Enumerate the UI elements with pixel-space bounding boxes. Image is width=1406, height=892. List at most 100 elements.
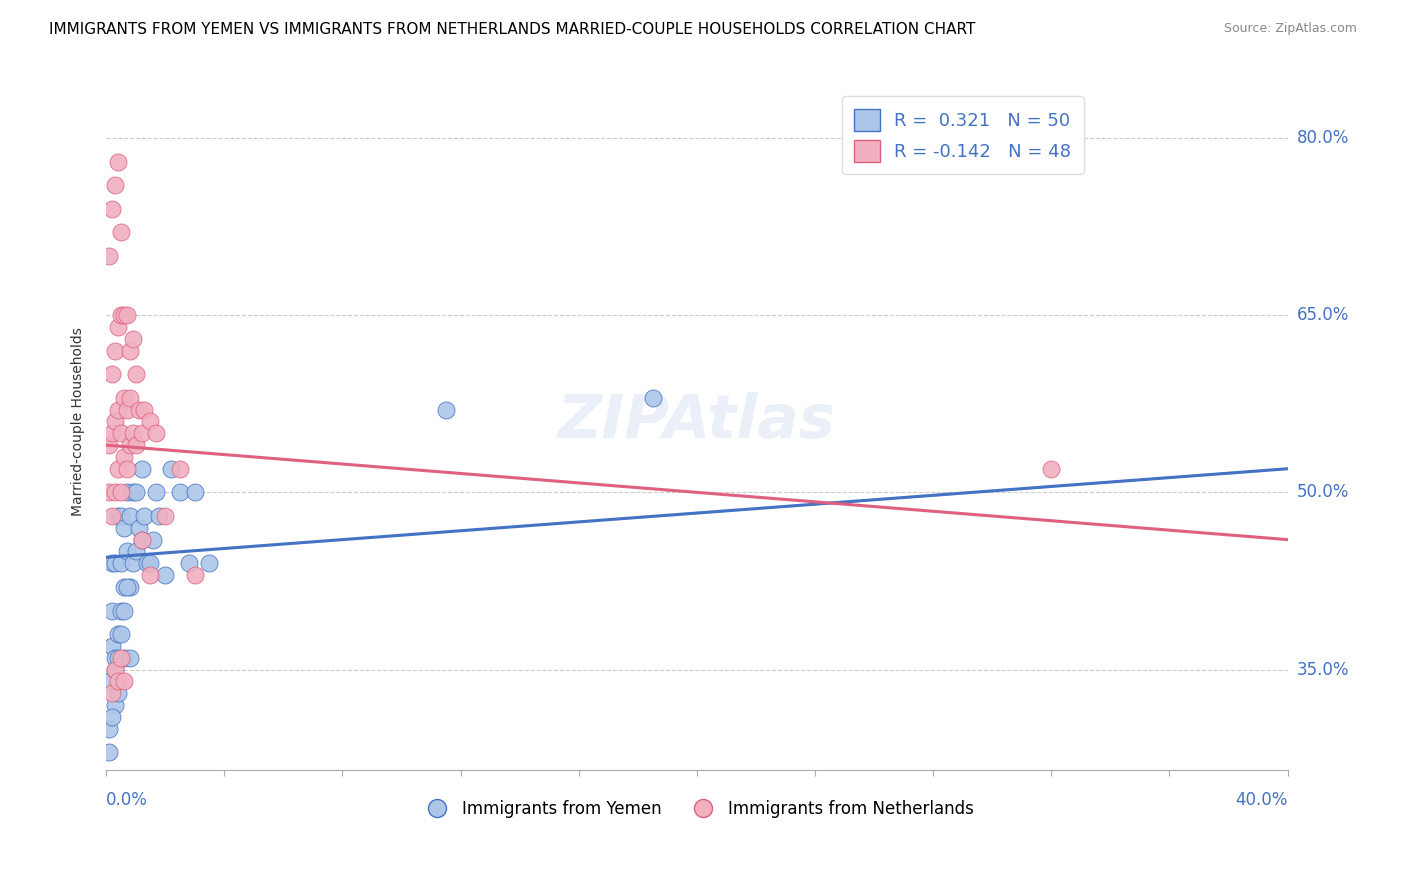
Point <box>112 450 135 464</box>
Text: 40.0%: 40.0% <box>1236 791 1288 809</box>
Point <box>124 368 146 382</box>
Point <box>128 521 150 535</box>
Point <box>112 650 135 665</box>
Point <box>112 308 135 322</box>
Point <box>124 485 146 500</box>
Point <box>110 485 132 500</box>
Point <box>153 568 176 582</box>
Point <box>110 508 132 523</box>
Point <box>139 415 162 429</box>
Point <box>139 568 162 582</box>
Point <box>101 508 124 523</box>
Point <box>104 343 127 358</box>
Point <box>183 568 205 582</box>
Point <box>110 308 132 322</box>
Point <box>169 461 191 475</box>
Point <box>118 508 141 523</box>
Point <box>101 368 124 382</box>
Point <box>169 485 191 500</box>
Point <box>118 580 141 594</box>
Point <box>104 556 127 570</box>
Point <box>121 485 143 500</box>
Point <box>134 508 156 523</box>
Point <box>115 485 138 500</box>
Point <box>131 426 153 441</box>
Point <box>142 533 165 547</box>
Point <box>98 438 121 452</box>
Point <box>112 674 135 689</box>
Point <box>101 603 124 617</box>
Point <box>124 438 146 452</box>
Point <box>101 710 124 724</box>
Point <box>112 391 135 405</box>
Point <box>118 438 141 452</box>
Y-axis label: Married-couple Households: Married-couple Households <box>72 327 86 516</box>
Point <box>110 226 132 240</box>
Point <box>136 556 159 570</box>
Point <box>145 485 167 500</box>
Point <box>101 686 124 700</box>
Point <box>110 650 132 665</box>
Point <box>104 485 127 500</box>
Text: 50.0%: 50.0% <box>1298 483 1350 501</box>
Point <box>104 663 127 677</box>
Point <box>101 556 124 570</box>
Point <box>118 391 141 405</box>
Point <box>98 485 121 500</box>
Point <box>98 674 121 689</box>
Point <box>110 556 132 570</box>
Point <box>115 402 138 417</box>
Point <box>131 461 153 475</box>
Point <box>153 508 176 523</box>
Point <box>98 249 121 263</box>
Point <box>98 722 121 736</box>
Point <box>98 745 121 759</box>
Point <box>118 343 141 358</box>
Point <box>434 402 457 417</box>
Point <box>101 426 124 441</box>
Point <box>107 402 129 417</box>
Text: 0.0%: 0.0% <box>105 791 148 809</box>
Text: ZIPAtlas: ZIPAtlas <box>558 392 835 451</box>
Point <box>115 580 138 594</box>
Point <box>148 508 170 523</box>
Text: IMMIGRANTS FROM YEMEN VS IMMIGRANTS FROM NETHERLANDS MARRIED-COUPLE HOUSEHOLDS C: IMMIGRANTS FROM YEMEN VS IMMIGRANTS FROM… <box>49 22 976 37</box>
Point <box>131 533 153 547</box>
Point <box>112 580 135 594</box>
Text: 35.0%: 35.0% <box>1298 661 1350 679</box>
Point <box>112 521 135 535</box>
Point <box>198 556 221 570</box>
Point <box>115 308 138 322</box>
Point <box>124 544 146 558</box>
Point <box>112 603 135 617</box>
Point <box>101 202 124 216</box>
Point <box>131 533 153 547</box>
Point <box>128 402 150 417</box>
Point <box>121 556 143 570</box>
Point <box>101 639 124 653</box>
Point <box>641 391 664 405</box>
Point <box>107 461 129 475</box>
Legend: Immigrants from Yemen, Immigrants from Netherlands: Immigrants from Yemen, Immigrants from N… <box>413 793 980 824</box>
Point <box>107 627 129 641</box>
Text: 65.0%: 65.0% <box>1298 306 1350 324</box>
Point <box>115 461 138 475</box>
Point <box>115 544 138 558</box>
Point <box>107 508 129 523</box>
Point <box>104 415 127 429</box>
Point <box>139 556 162 570</box>
Point <box>1040 461 1063 475</box>
Point <box>107 154 129 169</box>
Point <box>104 698 127 712</box>
Point <box>121 332 143 346</box>
Point <box>107 650 129 665</box>
Text: Source: ZipAtlas.com: Source: ZipAtlas.com <box>1223 22 1357 36</box>
Point <box>110 603 132 617</box>
Point <box>104 178 127 193</box>
Point <box>104 663 127 677</box>
Point <box>107 674 129 689</box>
Point <box>145 426 167 441</box>
Point <box>121 426 143 441</box>
Point <box>110 426 132 441</box>
Point <box>177 556 200 570</box>
